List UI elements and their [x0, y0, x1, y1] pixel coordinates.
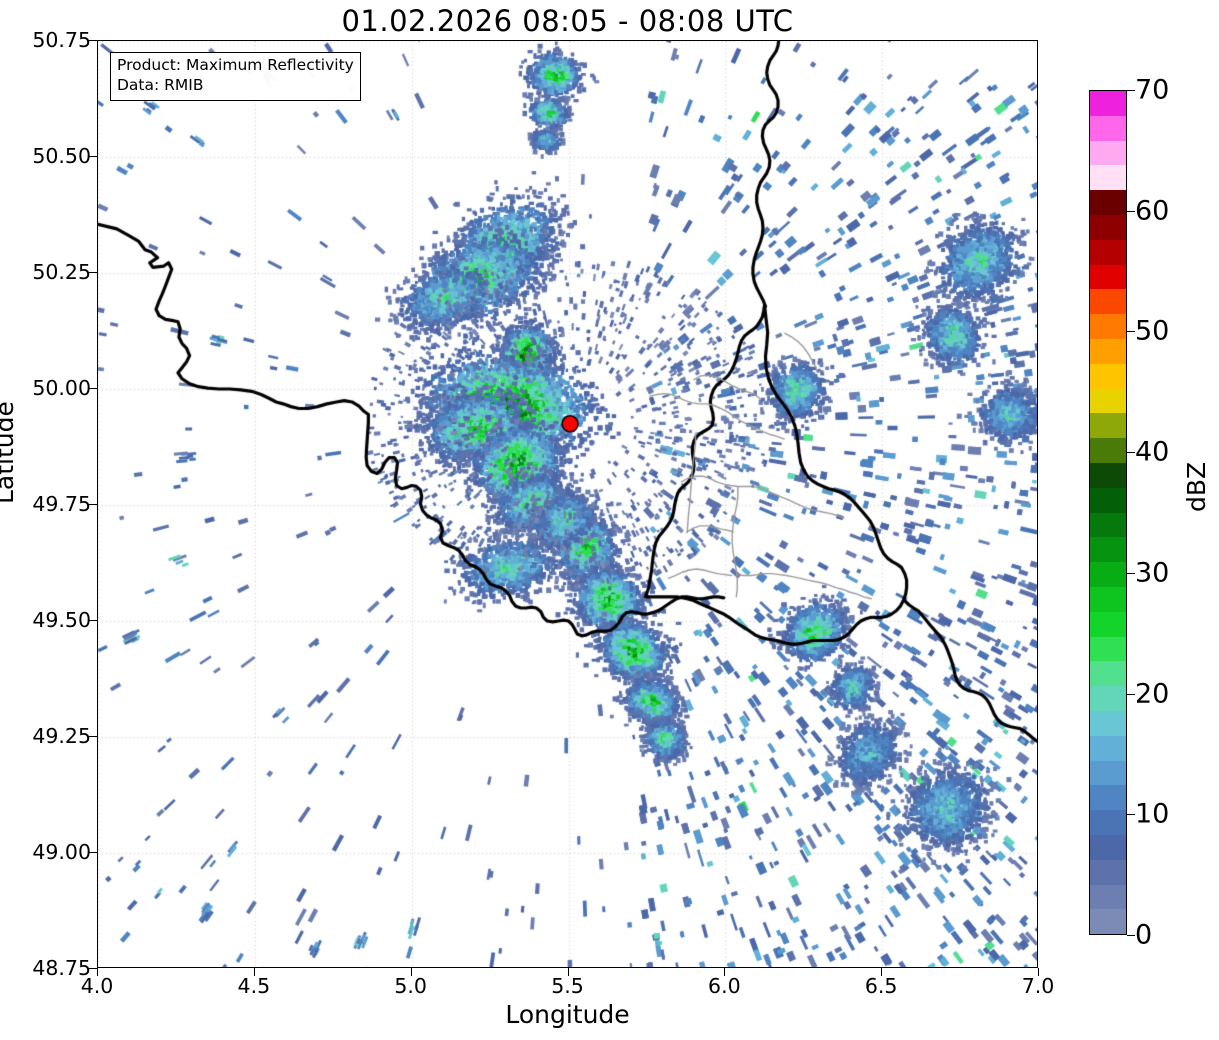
colorbar-tick-label: 50	[1135, 315, 1170, 347]
colorbar-band	[1090, 859, 1126, 885]
y-tick-label: 49.00	[32, 840, 91, 864]
colorbar-band	[1090, 785, 1126, 811]
colorbar-band	[1090, 537, 1126, 563]
colorbar-band	[1090, 140, 1126, 166]
map-plot-area[interactable]: Product: Maximum Reflectivity Data: RMIB	[97, 40, 1038, 968]
colorbar-band	[1090, 214, 1126, 240]
colorbar-band	[1090, 462, 1126, 488]
y-tick-mark	[89, 272, 97, 273]
colorbar-band	[1090, 289, 1126, 315]
colorbar-tick-label: 20	[1135, 678, 1170, 710]
colorbar-band	[1090, 314, 1126, 339]
x-tick-mark	[410, 968, 412, 976]
y-tick-label: 49.75	[32, 492, 91, 516]
y-tick-mark	[89, 40, 97, 41]
colorbar-tick-mark	[1127, 814, 1135, 816]
colorbar-band	[1090, 363, 1126, 389]
y-tick-mark	[89, 504, 97, 505]
y-tick-mark	[89, 736, 97, 737]
colorbar-band	[1090, 388, 1126, 414]
colorbar-band	[1090, 91, 1126, 116]
colorbar	[1089, 90, 1127, 935]
borders-layer	[98, 41, 1037, 967]
colorbar-band	[1090, 636, 1126, 662]
colorbar-band	[1090, 115, 1126, 141]
y-tick-label: 50.50	[32, 144, 91, 168]
colorbar-band	[1090, 190, 1126, 215]
x-tick-mark	[724, 968, 726, 976]
y-tick-label: 49.50	[32, 608, 91, 632]
x-tick-mark	[1038, 968, 1039, 976]
colorbar-band	[1090, 909, 1126, 934]
colorbar-band	[1090, 810, 1126, 835]
colorbar-band	[1090, 438, 1126, 463]
legend-product-line: Product: Maximum Reflectivity	[117, 56, 354, 74]
colorbar-tick-label: 60	[1135, 195, 1170, 227]
colorbar-band	[1090, 884, 1126, 910]
colorbar-band	[1090, 834, 1126, 860]
y-tick-mark	[89, 156, 97, 157]
colorbar-tick-mark	[1127, 90, 1135, 91]
x-tick-label: 6.0	[708, 974, 741, 998]
y-tick-label: 49.25	[32, 724, 91, 748]
colorbar-tick-mark	[1127, 935, 1135, 936]
colorbar-band	[1090, 239, 1126, 265]
x-tick-mark	[97, 968, 98, 976]
colorbar-tick-label: 30	[1135, 557, 1170, 589]
x-tick-label: 4.5	[237, 974, 271, 998]
x-tick-label: 6.5	[864, 974, 898, 998]
colorbar-band	[1090, 413, 1126, 439]
y-tick-label: 48.75	[32, 956, 91, 980]
x-tick-mark	[567, 968, 569, 976]
x-tick-mark	[881, 968, 883, 976]
colorbar-band	[1090, 611, 1126, 637]
x-tick-label: 5.5	[551, 974, 584, 998]
colorbar-tick-mark	[1127, 572, 1135, 574]
colorbar-band	[1090, 586, 1126, 612]
colorbar-band	[1090, 264, 1126, 290]
colorbar-tick-label: 40	[1135, 436, 1170, 468]
y-tick-label: 50.25	[32, 260, 91, 284]
x-tick-label: 5.0	[394, 974, 427, 998]
y-tick-mark	[89, 388, 97, 389]
colorbar-band	[1090, 710, 1126, 736]
info-legend-box: Product: Maximum Reflectivity Data: RMIB	[110, 52, 361, 101]
x-tick-label: 4.0	[80, 974, 114, 998]
colorbar-tick-label: 10	[1135, 798, 1170, 830]
colorbar-tick-mark	[1127, 331, 1135, 333]
legend-data-line: Data: RMIB	[117, 75, 204, 94]
colorbar-band	[1090, 760, 1126, 786]
colorbar-label: dBZ	[1182, 461, 1211, 512]
colorbar-tick-label: 70	[1135, 74, 1170, 106]
y-tick-mark	[89, 852, 97, 853]
colorbar-band	[1090, 735, 1126, 761]
y-tick-label: 50.75	[32, 28, 91, 52]
y-tick-mark	[89, 620, 97, 621]
page-title: 01.02.2026 08:05 - 08:08 UTC	[341, 4, 794, 38]
y-axis-label: Latitude	[0, 401, 19, 504]
colorbar-tick-mark	[1127, 452, 1135, 454]
colorbar-tick-mark	[1127, 693, 1135, 695]
colorbar-band	[1090, 562, 1126, 587]
colorbar-tick-mark	[1127, 210, 1135, 212]
colorbar-tick-label: 0	[1135, 919, 1153, 951]
x-tick-label: 7.0	[1021, 974, 1055, 998]
y-tick-mark	[89, 968, 97, 969]
colorbar-band	[1090, 686, 1126, 711]
x-axis-label: Longitude	[505, 1000, 630, 1029]
colorbar-band	[1090, 487, 1126, 513]
y-tick-label: 50.00	[32, 376, 91, 400]
colorbar-band	[1090, 338, 1126, 364]
colorbar-band	[1090, 165, 1126, 191]
colorbar-band	[1090, 661, 1126, 687]
colorbar-band	[1090, 512, 1126, 538]
x-tick-mark	[253, 968, 255, 976]
